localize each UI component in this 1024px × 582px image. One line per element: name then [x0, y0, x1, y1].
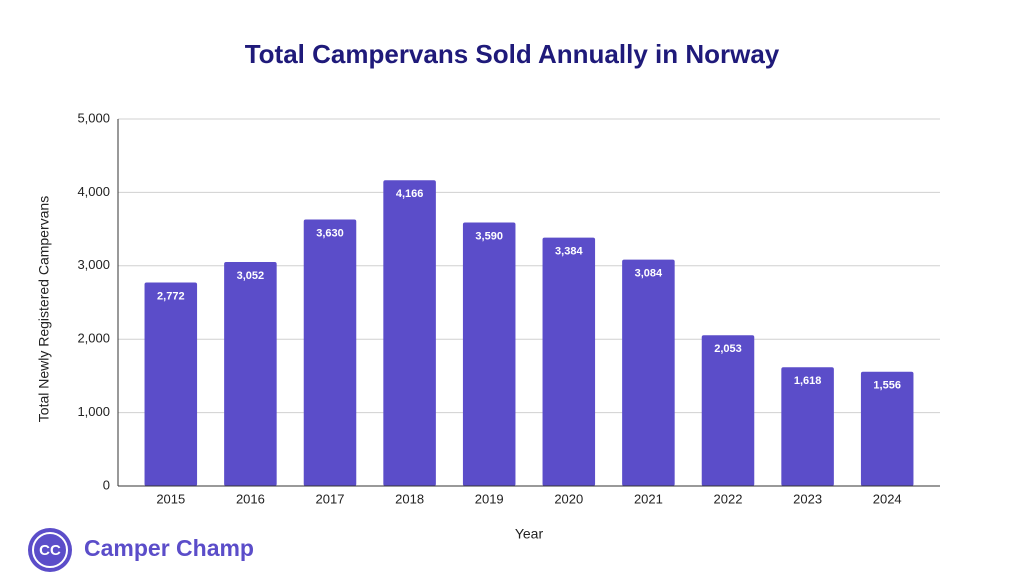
y-tick-label: 2,000: [77, 331, 110, 346]
logo-text: CC: [39, 542, 61, 559]
value-label: 3,630: [316, 227, 344, 239]
x-tick-label: 2020: [554, 491, 583, 506]
value-label: 3,590: [475, 230, 503, 242]
bar: [303, 219, 357, 487]
y-tick-label: 5,000: [77, 110, 110, 125]
logo-ring: [32, 532, 68, 568]
bar: [383, 180, 436, 486]
x-axis-label: Year: [515, 526, 544, 542]
value-label: 1,618: [794, 375, 822, 387]
x-tick-label: 2021: [634, 491, 663, 506]
bar: [224, 261, 277, 486]
value-label: 3,084: [635, 268, 663, 280]
x-tick-label: 2019: [475, 491, 504, 506]
x-tick-label: 2015: [156, 491, 185, 506]
bar: [462, 222, 516, 486]
bar: [144, 282, 198, 486]
value-label: 2,772: [157, 290, 185, 302]
x-tick-label: 2024: [873, 491, 902, 506]
bar: [860, 371, 914, 486]
value-label: 3,052: [237, 270, 265, 282]
y-tick-label: 4,000: [77, 184, 110, 199]
y-axis-label: Total Newly Registered Campervans: [36, 196, 52, 422]
logo-icon: [28, 528, 72, 572]
value-label: 1,556: [873, 380, 901, 392]
bar: [622, 259, 675, 486]
value-label: 4,166: [396, 188, 424, 200]
x-tick-label: 2022: [714, 491, 743, 506]
chart-title: Total Campervans Sold Annually in Norway: [245, 39, 780, 69]
y-tick-label: 0: [103, 477, 110, 492]
bar: [781, 367, 834, 486]
y-tick-label: 3,000: [77, 257, 110, 272]
x-tick-label: 2023: [793, 491, 822, 506]
y-tick-label: 1,000: [77, 404, 110, 419]
brand-name: Camper Champ: [84, 535, 254, 561]
bar: [542, 237, 596, 486]
bar: [701, 335, 755, 486]
x-tick-label: 2017: [316, 491, 345, 506]
value-label: 2,053: [714, 343, 742, 355]
value-label: 3,384: [555, 246, 583, 258]
x-tick-label: 2018: [395, 491, 424, 506]
x-tick-label: 2016: [236, 491, 265, 506]
